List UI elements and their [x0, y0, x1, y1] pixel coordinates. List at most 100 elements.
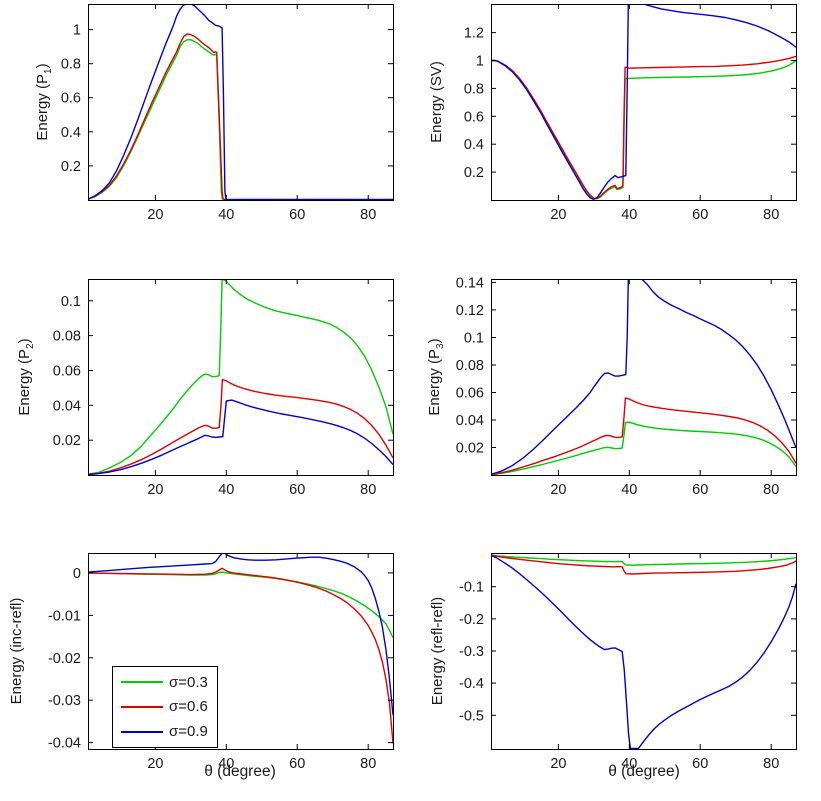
y-tick-label: 0.02 [456, 441, 484, 457]
x-tick-label: 80 [763, 207, 779, 223]
xlabel-theta-right: θ (degree) [608, 763, 680, 780]
y-tick-label: -0.3 [459, 644, 484, 660]
ylabel-suffix: ) [426, 338, 443, 344]
y-tick-label: 0.1 [464, 331, 484, 347]
series-blue [491, 279, 796, 475]
subplot-p1: 20 40 60 80 0.2 0.4 0.6 0.8 1 [61, 4, 394, 223]
y-tick-label: 0.08 [53, 329, 81, 345]
x-tick-label: 60 [289, 482, 305, 498]
ylabel-suffix: ) [16, 338, 33, 344]
ylabel-subscript: 1 [43, 68, 54, 74]
y-tick-label: 0.02 [53, 433, 81, 449]
ylabel-text: Energy (SV) [428, 61, 445, 143]
y-tick-label: 0.06 [53, 364, 81, 380]
y-tick-label: 1 [476, 54, 484, 70]
series-green [491, 59, 796, 200]
subplot-p2: 20 40 60 80 0.02 0.04 0.06 0.08 0.1 [53, 279, 394, 498]
y-tick-label: 0.4 [464, 137, 484, 153]
x-tick-label: 20 [550, 756, 566, 772]
y-tick-label: -0.02 [48, 651, 81, 667]
x-tick-label: 20 [147, 482, 163, 498]
subplot-p3: 20 40 60 80 0.02 0.04 0.06 0.08 0.1 0.12 0.14 [456, 275, 797, 498]
series-red [491, 397, 796, 475]
x-tick-label: 40 [621, 756, 637, 772]
series-green [88, 571, 393, 639]
x-tick-label: 20 [147, 756, 163, 772]
series-red [88, 33, 393, 200]
x-tick-label: 60 [692, 207, 708, 223]
ylabel-energy-p2: Energy (P2) [16, 277, 38, 477]
y-tick-label: 0.06 [456, 386, 484, 402]
series-blue [88, 553, 393, 716]
axes-box [88, 279, 394, 476]
ylabel-energy-refl-refl: Energy (refl-refl) [429, 551, 451, 751]
x-tick-label: 20 [550, 207, 566, 223]
y-tick-label: -0.5 [459, 708, 484, 724]
x-tick-label: 40 [218, 207, 234, 223]
x-tick-label: 40 [621, 482, 637, 498]
series-blue [88, 399, 393, 475]
y-tick-label: -0.4 [459, 676, 484, 692]
y-tick-label: 0.04 [456, 413, 484, 429]
y-tick-label: -0.01 [48, 608, 81, 624]
series-red [88, 567, 393, 744]
y-tick-label: 0.8 [464, 81, 484, 97]
ylabel-text: Energy (P [34, 73, 51, 141]
axes-box [491, 553, 797, 750]
y-tick-label: 0 [73, 566, 81, 582]
ylabel-text: Energy (inc-refl) [8, 597, 25, 705]
x-tick-label: 40 [218, 482, 234, 498]
series-blue [88, 4, 393, 200]
subplot-inc-refl: 20 40 60 80 -0.04 -0.03 -0.02 -0.01 0 [48, 553, 394, 772]
series-blue [491, 554, 796, 749]
x-tick-label: 80 [360, 207, 376, 223]
legend-line-green [121, 681, 163, 684]
x-tick-label: 40 [621, 207, 637, 223]
y-tick-label: 0.6 [464, 109, 484, 125]
legend-label: σ=0.9 [169, 723, 208, 741]
y-tick-label: -0.03 [48, 693, 81, 709]
y-tick-label: 0.1 [61, 294, 81, 310]
legend-line-red [121, 705, 163, 708]
legend-item-sigma-09: σ=0.9 [113, 721, 217, 743]
legend-item-sigma-06: σ=0.6 [113, 696, 217, 718]
legend-line-blue [121, 730, 163, 733]
y-tick-label: -0.1 [459, 580, 484, 596]
ylabel-suffix: ) [34, 63, 51, 69]
y-tick-label: 0.14 [456, 275, 484, 291]
ylabel-subscript: 3 [435, 343, 446, 349]
y-tick-label: -0.04 [48, 736, 81, 752]
legend-label: σ=0.3 [169, 673, 208, 691]
series-green [88, 39, 393, 200]
series-green [88, 279, 393, 475]
y-tick-label: 1 [73, 23, 81, 39]
subplot-refl-refl: 20 40 60 80 -0.5 -0.4 -0.3 -0.2 -0.1 [459, 553, 797, 772]
axes-box [491, 4, 797, 201]
axes-box [88, 553, 394, 750]
legend-item-sigma-03: σ=0.3 [113, 671, 217, 693]
y-tick-label: 0.08 [456, 358, 484, 374]
ylabel-text: Energy (P [16, 348, 33, 416]
series-green [491, 421, 796, 475]
ylabel-subscript: 2 [25, 343, 36, 349]
x-tick-label: 60 [692, 482, 708, 498]
legend-label: σ=0.6 [169, 698, 208, 716]
series-red [491, 554, 796, 575]
series-green [491, 554, 796, 566]
y-tick-label: 0.4 [61, 125, 81, 141]
x-tick-label: 20 [550, 482, 566, 498]
y-tick-label: 0.6 [61, 91, 81, 107]
ylabel-energy-inc-refl: Energy (inc-refl) [8, 551, 30, 751]
x-tick-label: 40 [218, 756, 234, 772]
ylabel-energy-sv: Energy (SV) [428, 2, 450, 202]
x-tick-label: 80 [360, 756, 376, 772]
ylabel-text: Energy (refl-refl) [429, 596, 446, 706]
series-blue [491, 4, 796, 200]
y-tick-label: 0.8 [61, 57, 81, 73]
legend: σ=0.3 σ=0.6 σ=0.9 [112, 666, 218, 748]
y-tick-label: -0.2 [459, 612, 484, 628]
y-tick-label: 0.04 [53, 398, 81, 414]
x-tick-label: 80 [763, 482, 779, 498]
